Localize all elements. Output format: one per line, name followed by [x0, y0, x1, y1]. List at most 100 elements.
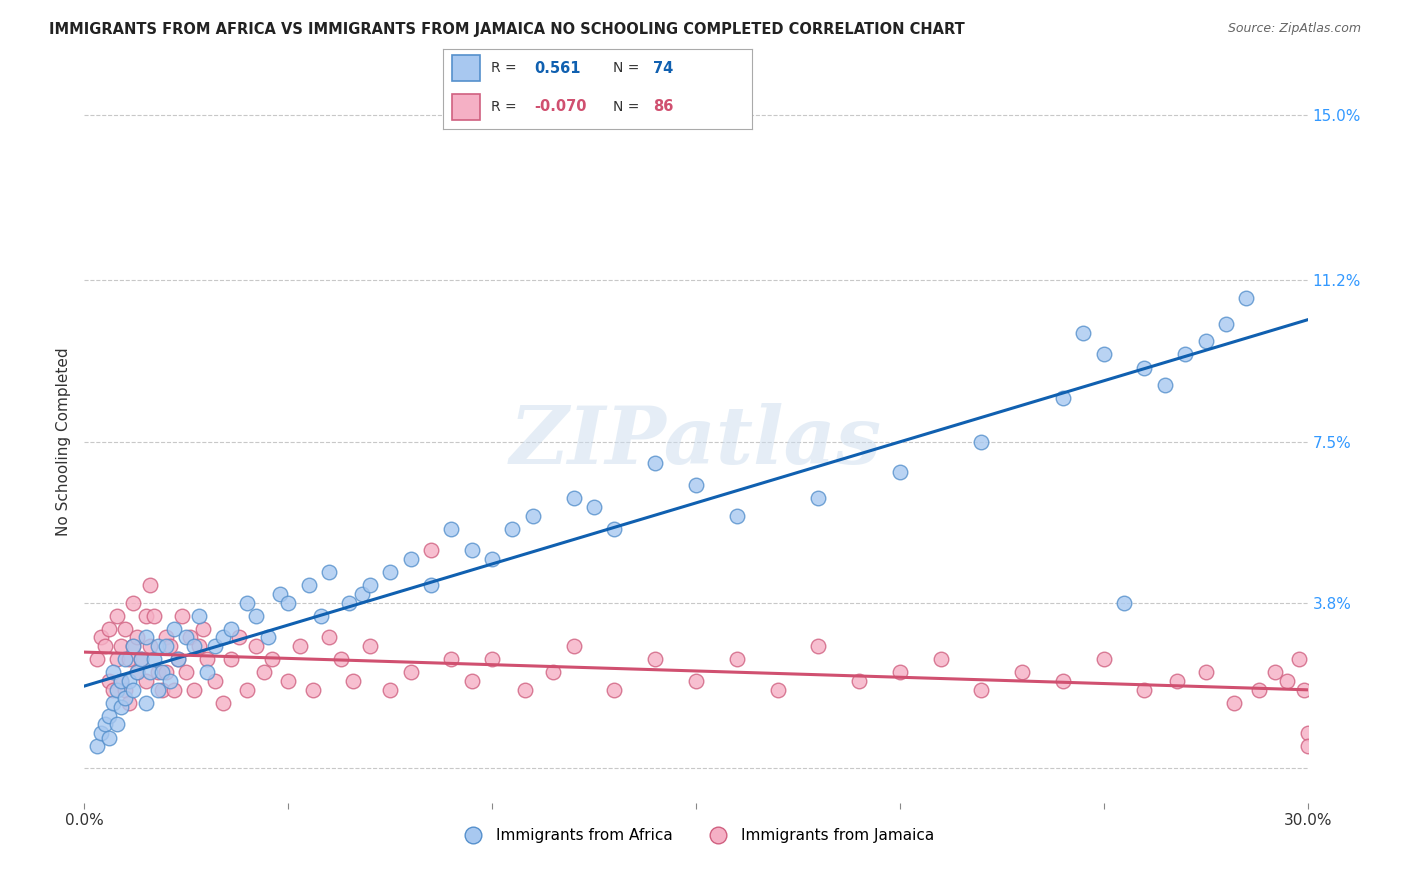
Point	[174, 631, 197, 645]
Point	[440, 522, 463, 536]
Point	[150, 665, 173, 680]
Point	[97, 731, 120, 745]
Point	[1195, 334, 1218, 349]
Point	[1296, 726, 1319, 740]
Point	[1288, 652, 1310, 666]
Point	[131, 652, 153, 666]
Point	[101, 682, 124, 697]
Point	[86, 739, 108, 754]
Point	[513, 682, 536, 697]
Point	[766, 682, 789, 697]
Point	[269, 587, 291, 601]
Point	[219, 652, 242, 666]
Point	[1011, 665, 1033, 680]
Legend: Immigrants from Africa, Immigrants from Jamaica: Immigrants from Africa, Immigrants from …	[451, 822, 941, 849]
Point	[461, 673, 484, 688]
Point	[1073, 326, 1095, 340]
Point	[253, 665, 276, 680]
Point	[277, 596, 299, 610]
Point	[105, 682, 128, 697]
Point	[257, 631, 280, 645]
Point	[101, 665, 124, 680]
Point	[122, 639, 145, 653]
Point	[339, 596, 361, 610]
Point	[195, 652, 218, 666]
Point	[150, 682, 173, 697]
Point	[420, 578, 443, 592]
Point	[155, 665, 177, 680]
Point	[155, 639, 177, 653]
Point	[1052, 673, 1074, 688]
Point	[236, 682, 259, 697]
Point	[481, 652, 503, 666]
Point	[110, 700, 132, 714]
Text: R =: R =	[491, 100, 516, 114]
Point	[1277, 673, 1299, 688]
Point	[1223, 696, 1246, 710]
Point	[399, 552, 422, 566]
Point	[135, 673, 157, 688]
Point	[131, 652, 153, 666]
Point	[245, 639, 267, 653]
Point	[1174, 347, 1197, 361]
Point	[135, 696, 157, 710]
Point	[97, 622, 120, 636]
Text: 0.561: 0.561	[534, 61, 581, 76]
Text: 74: 74	[654, 61, 673, 76]
Bar	[453, 94, 479, 120]
Point	[138, 665, 160, 680]
Point	[110, 673, 132, 688]
Point	[562, 639, 585, 653]
Point	[461, 543, 484, 558]
Point	[970, 682, 993, 697]
Point	[1215, 317, 1237, 331]
Point	[105, 608, 128, 623]
Point	[135, 608, 157, 623]
Point	[1133, 682, 1156, 697]
Point	[122, 596, 145, 610]
Point	[543, 665, 565, 680]
Point	[889, 665, 911, 680]
Point	[212, 631, 235, 645]
Bar	[453, 55, 479, 81]
Point	[342, 673, 364, 688]
Point	[318, 565, 340, 579]
Point	[118, 652, 141, 666]
Point	[1247, 682, 1270, 697]
Point	[114, 622, 136, 636]
Point	[1133, 360, 1156, 375]
Point	[183, 639, 205, 653]
Point	[644, 456, 666, 470]
Point	[1114, 596, 1136, 610]
Point	[174, 665, 197, 680]
Point	[359, 639, 381, 653]
Text: IMMIGRANTS FROM AFRICA VS IMMIGRANTS FROM JAMAICA NO SCHOOLING COMPLETED CORRELA: IMMIGRANTS FROM AFRICA VS IMMIGRANTS FRO…	[49, 22, 965, 37]
Point	[90, 631, 112, 645]
Text: R =: R =	[491, 62, 516, 75]
Point	[277, 673, 299, 688]
Point	[290, 639, 312, 653]
Point	[889, 465, 911, 479]
Text: 86: 86	[654, 99, 673, 114]
Point	[245, 608, 267, 623]
Point	[146, 665, 169, 680]
Point	[1195, 665, 1218, 680]
Point	[163, 682, 186, 697]
Point	[481, 552, 503, 566]
Point	[159, 673, 181, 688]
Point	[725, 652, 748, 666]
Point	[138, 578, 160, 592]
Point	[142, 608, 165, 623]
Point	[298, 578, 321, 592]
Point	[1092, 347, 1115, 361]
Y-axis label: No Schooling Completed: No Schooling Completed	[56, 347, 72, 536]
Point	[502, 522, 524, 536]
Point	[127, 631, 149, 645]
Point	[187, 639, 209, 653]
Point	[380, 565, 402, 579]
Text: N =: N =	[613, 62, 640, 75]
Point	[114, 652, 136, 666]
Point	[228, 631, 250, 645]
Point	[1154, 378, 1177, 392]
Point	[260, 652, 283, 666]
